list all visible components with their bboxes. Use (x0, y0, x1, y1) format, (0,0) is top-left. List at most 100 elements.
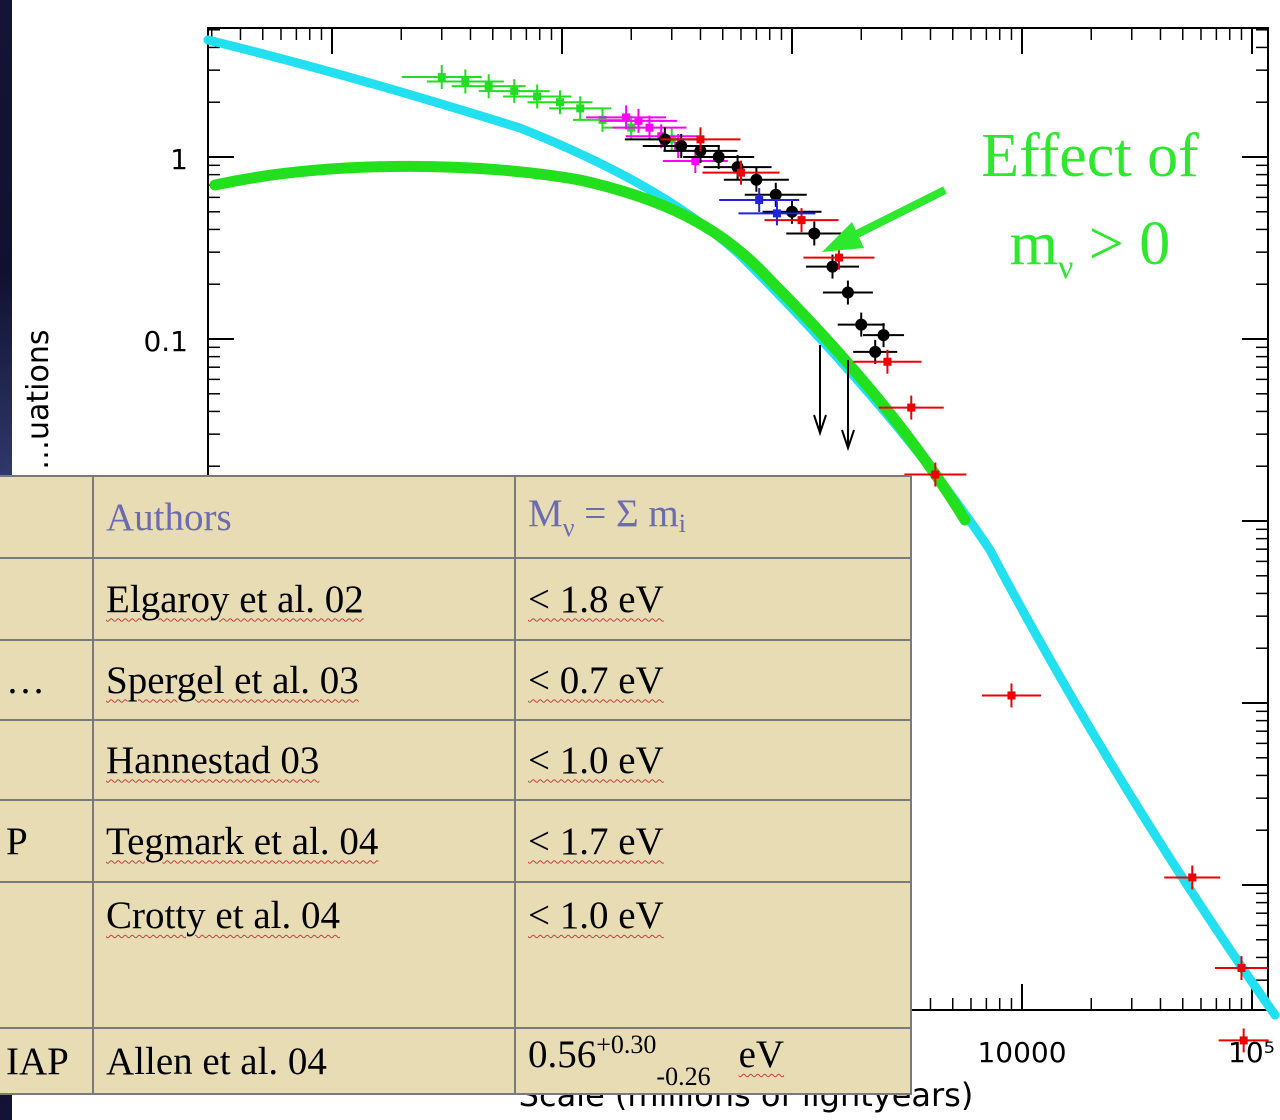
data-marker (736, 168, 745, 177)
table-cell-limit: < 1.0 eV (514, 881, 912, 1029)
data-point (981, 683, 1041, 708)
table-cell-limit: < 1.8 eV (514, 557, 912, 641)
data-point (642, 133, 720, 158)
annotation-arrow (822, 186, 947, 252)
table-header-row: Authors Mν = Σ mi (0, 475, 912, 559)
data-point (853, 339, 898, 364)
data-point (762, 199, 822, 224)
table-header-authors: Authors (92, 475, 516, 559)
table-header-cell (0, 475, 94, 559)
data-point (822, 280, 873, 305)
data-point (1164, 865, 1221, 890)
table-row: P Tegmark et al. 04 < 1.7 eV (0, 799, 912, 883)
data-marker (869, 345, 882, 358)
table-cell-authors: Spergel et al. 03 (92, 639, 516, 721)
y-tick-label-1: 1 (170, 143, 188, 176)
data-point (599, 108, 677, 133)
table-header-limit: Mν = Σ mi (514, 475, 912, 559)
data-marker (834, 253, 843, 262)
table-cell-dataset (0, 557, 94, 641)
table-cell-authors: Tegmark et al. 04 (92, 799, 516, 883)
upper-limit-arrow-head (841, 429, 855, 452)
model-curve-green (209, 160, 971, 526)
data-point (660, 127, 741, 152)
data-marker (786, 205, 798, 218)
data-point (527, 90, 593, 115)
table-cell-dataset: … (0, 639, 94, 721)
data-point (401, 65, 482, 90)
data-marker (555, 98, 564, 107)
data-point (837, 312, 885, 337)
table-cell-dataset (0, 881, 94, 1029)
data-point (549, 96, 612, 121)
data-marker (576, 104, 585, 113)
data-point (744, 182, 807, 207)
data-marker (1007, 691, 1016, 700)
table-cell-limit: 0.56+0.30-0.26eV (514, 1027, 912, 1095)
neutrino-mass-limits-table: Authors Mν = Σ mi Elgaroy et al. 02 < 1.… (0, 475, 912, 1095)
table-cell-limit: < 0.7 eV (514, 639, 912, 721)
table-cell-limit: < 1.7 eV (514, 799, 912, 883)
x-tick-label-1e5: 10⁵ (1228, 1036, 1275, 1069)
table-row: Hannestad 03 < 1.0 eV (0, 719, 912, 801)
table-row: IAP Allen et al. 04 0.56+0.30-0.26eV (0, 1027, 912, 1095)
data-point (1214, 955, 1268, 980)
upper-limit-arrow (841, 360, 855, 452)
data-marker (696, 135, 705, 144)
table-cell-dataset: IAP (0, 1027, 94, 1095)
upper-limit-arrow-head (813, 414, 827, 437)
data-marker (634, 116, 643, 125)
data-marker (883, 357, 892, 366)
data-point (863, 323, 905, 348)
data-marker (855, 318, 868, 331)
table-cell-dataset (0, 719, 94, 801)
data-marker (769, 188, 782, 201)
data-marker (437, 73, 446, 82)
data-marker (712, 151, 725, 163)
y-axis-label: …uations (21, 330, 56, 471)
data-marker (691, 157, 700, 166)
data-point (786, 221, 843, 246)
data-point (586, 105, 667, 130)
data-marker (622, 113, 631, 122)
data-marker (484, 82, 493, 91)
data-marker (461, 77, 470, 86)
data-marker (907, 403, 916, 412)
data-point (426, 69, 504, 94)
data-marker (931, 470, 940, 479)
data-point (1218, 1028, 1269, 1053)
data-marker (755, 196, 764, 205)
data-point (702, 160, 780, 185)
data-point (723, 167, 789, 192)
table-row: Elgaroy et al. 02 < 1.8 eV (0, 557, 912, 641)
data-marker (877, 329, 890, 342)
data-marker (1188, 873, 1197, 882)
data-marker (533, 92, 542, 101)
data-point (878, 395, 944, 420)
table-cell-authors: Crotty et al. 04 (92, 881, 516, 1029)
upper-limit-arrow (813, 345, 827, 437)
data-marker (772, 209, 781, 218)
model-curves (203, 35, 1280, 1020)
data-marker (826, 260, 839, 273)
data-marker (797, 216, 806, 225)
data-point (738, 201, 816, 226)
table-row: Crotty et al. 04 < 1.0 eV (0, 881, 912, 1029)
table-cell-authors: Elgaroy et al. 02 (92, 557, 516, 641)
y-tick-label-0.1: 0.1 (143, 325, 188, 358)
data-marker (841, 286, 854, 299)
data-point (904, 462, 967, 487)
data-points (401, 65, 1269, 1053)
table-cell-dataset: P (0, 799, 94, 883)
data-marker (645, 123, 654, 132)
table-cell-authors: Allen et al. 04 (92, 1027, 516, 1095)
x-tick-label-10000: 10000 (977, 1036, 1066, 1069)
data-point (853, 349, 922, 374)
annotation-effect-of: Effect of (981, 122, 1199, 190)
table-cell-limit: < 1.0 eV (514, 719, 912, 801)
data-marker (750, 173, 763, 186)
data-marker (675, 139, 688, 152)
table-row: … Spergel et al. 03 < 0.7 eV (0, 639, 912, 721)
data-marker (510, 87, 519, 96)
data-point (683, 145, 755, 169)
